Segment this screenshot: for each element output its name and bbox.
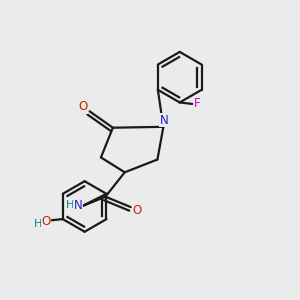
- Text: N: N: [160, 114, 168, 127]
- Text: N: N: [74, 199, 82, 212]
- Text: H: H: [34, 219, 42, 229]
- Text: F: F: [194, 98, 201, 110]
- Text: O: O: [79, 100, 88, 113]
- Text: H: H: [66, 200, 74, 210]
- Text: O: O: [133, 203, 142, 217]
- Text: O: O: [41, 215, 50, 228]
